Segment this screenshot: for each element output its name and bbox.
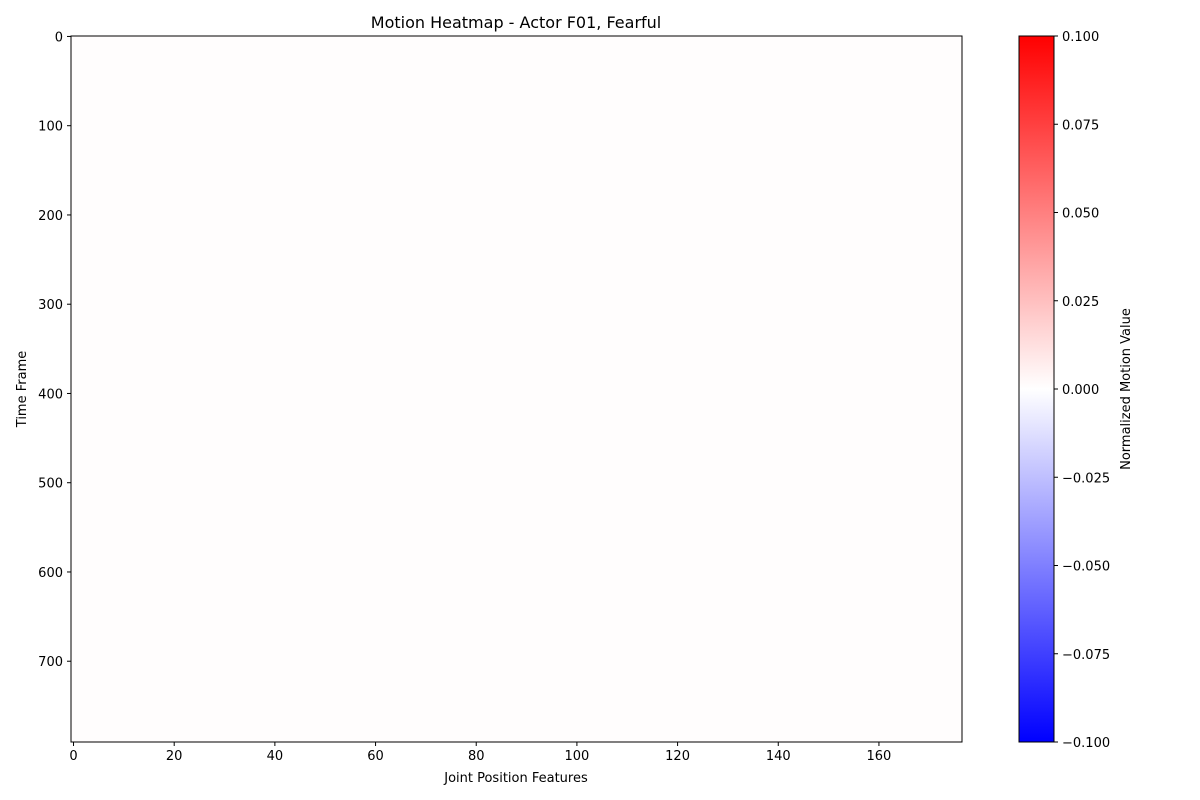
x-tick-label: 140 — [766, 749, 791, 764]
heatmap-cells — [71, 36, 962, 742]
y-tick-label: 700 — [38, 655, 63, 670]
x-tick-label: 80 — [468, 749, 485, 764]
x-tick-label: 20 — [166, 749, 183, 764]
colorbar-gradient — [1019, 36, 1054, 742]
colorbar-tick-label: −0.075 — [1062, 648, 1110, 663]
y-tick-label: 500 — [38, 477, 63, 492]
colorbar-tick-label: 0.100 — [1062, 30, 1099, 45]
y-axis-label: Time Frame — [15, 351, 30, 428]
colorbar-label: Normalized Motion Value — [1119, 308, 1134, 470]
colorbar-tick-label: −0.100 — [1062, 736, 1110, 751]
y-tick-label: 400 — [38, 387, 63, 402]
x-tick-label: 100 — [564, 749, 589, 764]
x-tick-label: 40 — [267, 749, 284, 764]
colorbar-tick-label: 0.075 — [1062, 118, 1099, 133]
colorbar-tick-label: 0.050 — [1062, 207, 1099, 222]
x-tick-label: 160 — [867, 749, 892, 764]
y-tick-label: 0 — [55, 30, 63, 45]
colorbar-tick-label: 0.025 — [1062, 295, 1099, 310]
chart-title: Motion Heatmap - Actor F01, Fearful — [371, 13, 661, 32]
colorbar-tick-label: −0.025 — [1062, 471, 1110, 486]
y-axis: 0 100 200 300 400 500 600 700 — [38, 30, 71, 670]
y-tick-label: 300 — [38, 298, 63, 313]
x-axis-label: Joint Position Features — [443, 771, 588, 786]
y-tick-label: 200 — [38, 209, 63, 224]
y-tick-label: 100 — [38, 120, 63, 135]
colorbar-axis: −0.100 −0.075 −0.050 −0.025 0.000 0.025 0.050 0… — [1054, 30, 1110, 751]
x-tick-label: 120 — [665, 749, 690, 764]
x-tick-label: 60 — [367, 749, 384, 764]
colorbar-tick-label: −0.050 — [1062, 560, 1110, 575]
y-tick-label: 600 — [38, 566, 63, 581]
plot-frame — [70, 35, 963, 743]
colorbar-tick-label: 0.000 — [1062, 383, 1099, 398]
x-tick-label: 0 — [69, 749, 77, 764]
x-axis: 0 20 40 60 80 100 120 140 160 — [69, 742, 891, 764]
